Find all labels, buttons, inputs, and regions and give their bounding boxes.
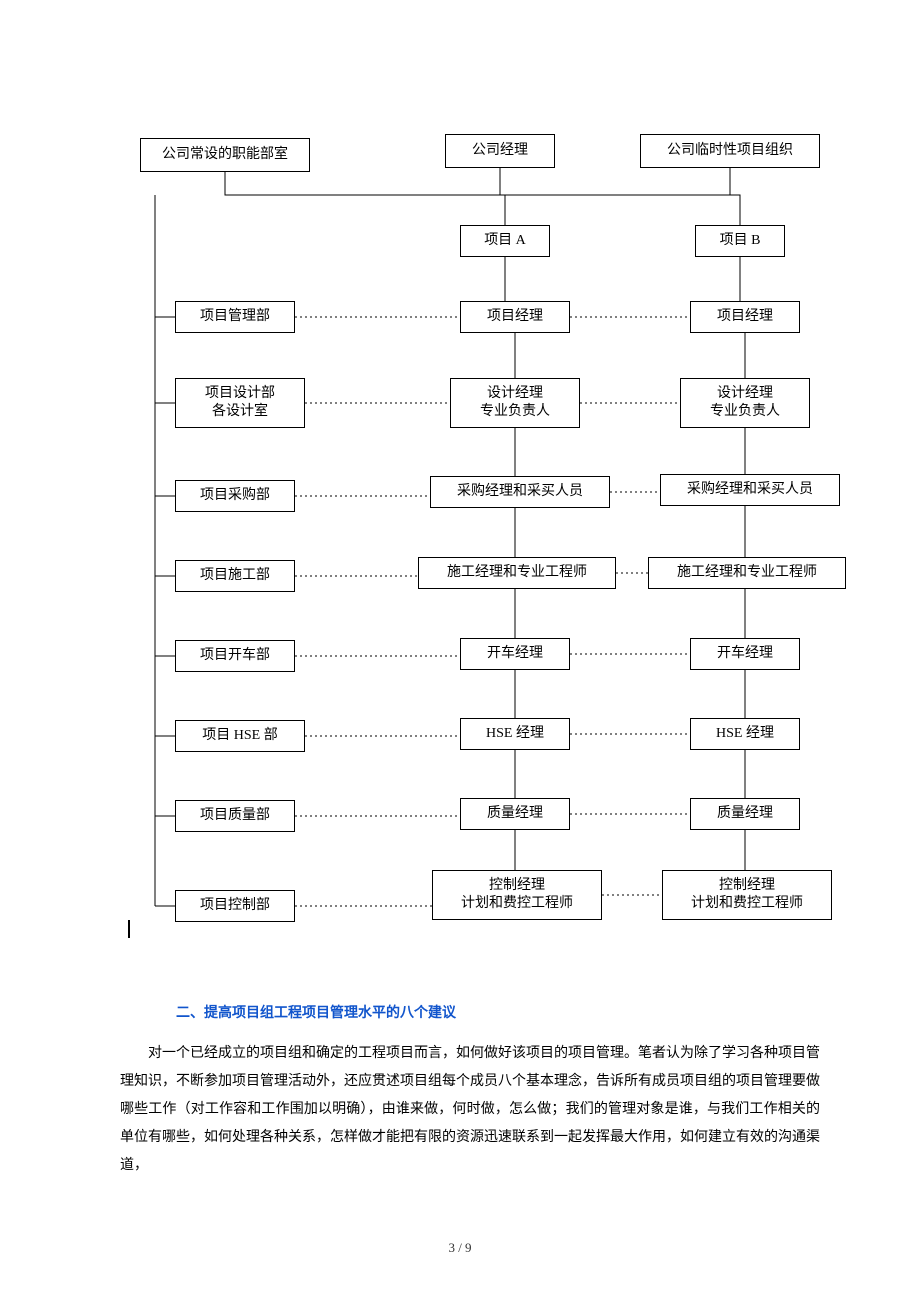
node-hdr_right: 公司临时性项目组织 bbox=[640, 134, 820, 168]
node-hdr_left: 公司常设的职能部室 bbox=[140, 138, 310, 172]
node-a_ctrl: 控制经理 计划和费控工程师 bbox=[432, 870, 602, 920]
node-b_ctrl: 控制经理 计划和费控工程师 bbox=[662, 870, 832, 920]
node-a_hse: HSE 经理 bbox=[460, 718, 570, 750]
node-dept_qa: 项目质量部 bbox=[175, 800, 295, 832]
node-dept_drive: 项目开车部 bbox=[175, 640, 295, 672]
node-b_constr: 施工经理和专业工程师 bbox=[648, 557, 846, 589]
node-a_design: 设计经理 专业负责人 bbox=[450, 378, 580, 428]
node-dept_pm: 项目管理部 bbox=[175, 301, 295, 333]
node-projA: 项目 A bbox=[460, 225, 550, 257]
body-paragraph: 对一个已经成立的项目组和确定的工程项目而言，如何做好该项目的项目管理。笔者认为除… bbox=[120, 1040, 820, 1180]
node-b_pm: 项目经理 bbox=[690, 301, 800, 333]
node-a_proc: 采购经理和采买人员 bbox=[430, 476, 610, 508]
node-dept_hse: 项目 HSE 部 bbox=[175, 720, 305, 752]
node-dept_ctrl: 项目控制部 bbox=[175, 890, 295, 922]
node-b_proc: 采购经理和采买人员 bbox=[660, 474, 840, 506]
node-projB: 项目 B bbox=[695, 225, 785, 257]
node-a_drive: 开车经理 bbox=[460, 638, 570, 670]
node-a_qa: 质量经理 bbox=[460, 798, 570, 830]
page-footer: 3 / 9 bbox=[0, 1240, 920, 1256]
node-hdr_mid: 公司经理 bbox=[445, 134, 555, 168]
node-a_constr: 施工经理和专业工程师 bbox=[418, 557, 616, 589]
node-dept_proc: 项目采购部 bbox=[175, 480, 295, 512]
node-b_design: 设计经理 专业负责人 bbox=[680, 378, 810, 428]
node-b_drive: 开车经理 bbox=[690, 638, 800, 670]
section-heading: 二、提高项目组工程项目管理水平的八个建议 bbox=[176, 1000, 796, 1028]
org-chart-diagram: 公司常设的职能部室公司经理公司临时性项目组织项目 A项目 B项目管理部项目经理项… bbox=[0, 0, 920, 1020]
node-a_pm: 项目经理 bbox=[460, 301, 570, 333]
node-dept_constr: 项目施工部 bbox=[175, 560, 295, 592]
node-dept_design: 项目设计部 各设计室 bbox=[175, 378, 305, 428]
node-b_hse: HSE 经理 bbox=[690, 718, 800, 750]
node-b_qa: 质量经理 bbox=[690, 798, 800, 830]
